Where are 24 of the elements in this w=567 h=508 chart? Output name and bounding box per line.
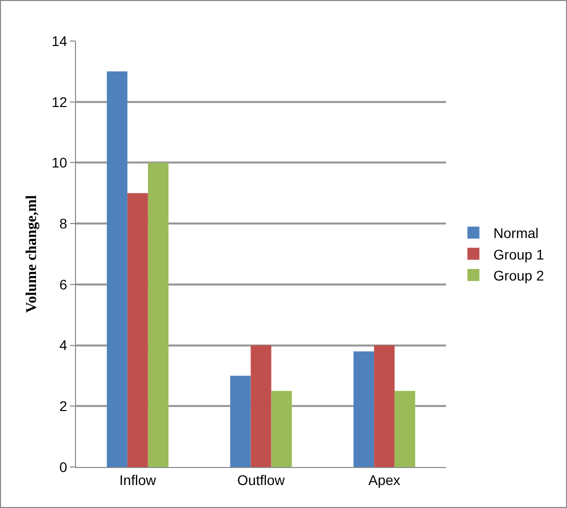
y-tick-label: 6 xyxy=(59,276,68,292)
bar xyxy=(230,376,251,467)
bar xyxy=(250,345,272,467)
y-tick-label: 12 xyxy=(52,94,68,110)
bar xyxy=(271,390,292,467)
legend-label: Group 2 xyxy=(493,267,544,284)
y-tick-label: 10 xyxy=(52,154,68,171)
x-tick-label: Inflow xyxy=(119,472,157,488)
bar xyxy=(374,345,395,467)
x-tick-label: Apex xyxy=(368,472,400,488)
y-tick-label: 2 xyxy=(59,398,68,414)
legend-label: Group 1 xyxy=(493,246,544,262)
bar xyxy=(394,390,416,467)
x-tick-label: Outflow xyxy=(237,472,286,488)
y-tick-label: 0 xyxy=(59,458,68,475)
y-axis-title: Volume change,ml xyxy=(24,195,40,313)
bar xyxy=(127,193,148,467)
bar xyxy=(148,162,168,467)
bar xyxy=(106,71,128,467)
bar xyxy=(354,351,374,467)
y-tick-label: 8 xyxy=(59,215,68,232)
legend-label: Normal xyxy=(493,225,539,242)
y-tick-label: 4 xyxy=(59,337,68,354)
y-tick-label: 14 xyxy=(52,32,68,49)
